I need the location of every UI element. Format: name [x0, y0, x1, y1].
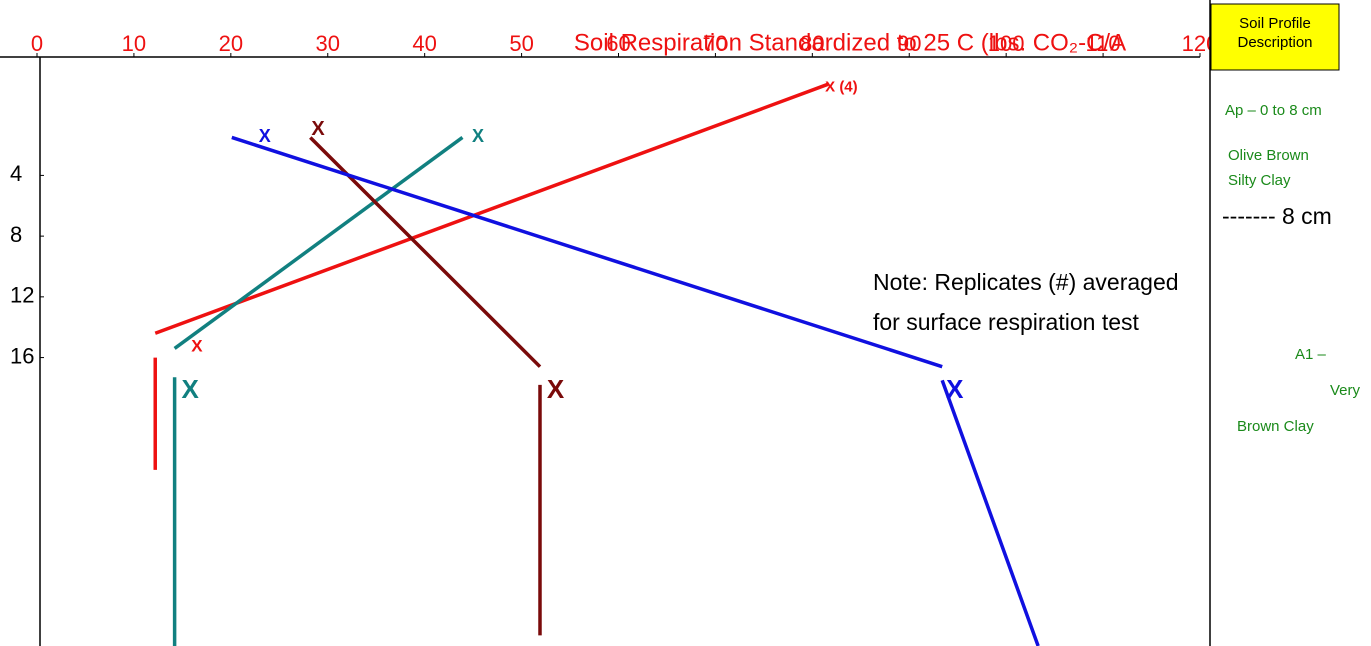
y-tick-label: 12: [10, 283, 34, 308]
profile-text: Silty Clay: [1228, 172, 1291, 189]
profile-text: Ap – 0 to 8 cm: [1225, 102, 1322, 119]
series-line: [173, 136, 464, 350]
x-tick-label: 90: [897, 31, 921, 56]
x-tick-label: 40: [412, 31, 436, 56]
profile-text: ------- 8 cm: [1222, 203, 1332, 229]
x-tick-label: 0: [31, 31, 43, 56]
x-tick-label: 30: [316, 31, 340, 56]
x-tick-label: 110: [1086, 31, 1121, 56]
y-tick-label: 4: [10, 161, 22, 186]
profile-heading-box: [1210, 3, 1340, 71]
profile-text: Very: [1330, 382, 1361, 399]
x-tick-label: 10: [122, 31, 146, 56]
series-line: [231, 135, 943, 369]
x-tick-label: 80: [800, 31, 824, 56]
chart-title: Soil Respiration Standardized to 25 C (l…: [574, 29, 1126, 56]
point-marker: X: [472, 126, 484, 146]
point-marker: X (4): [825, 78, 858, 95]
point-marker: X: [181, 374, 199, 404]
point-marker: X: [946, 374, 964, 404]
x-tick-label: 50: [509, 31, 533, 56]
y-tick-label: 8: [10, 222, 22, 247]
note: Note: Replicates (#) averaged: [873, 269, 1179, 295]
x-tick-label: 60: [606, 31, 630, 56]
x-tick-label: 70: [703, 31, 727, 56]
x-tick-label: 20: [219, 31, 243, 56]
profile-text: Brown Clay: [1237, 418, 1314, 435]
profile-heading: Soil Profile: [1239, 15, 1311, 32]
profile-heading: Soil Profile Description: [1237, 15, 1312, 51]
series-line: [940, 379, 1040, 646]
y-tick-label: 16: [10, 343, 34, 368]
note: for surface respiration test: [873, 309, 1140, 335]
point-marker: X: [311, 118, 325, 140]
x-tick-label: 100: [988, 31, 1025, 56]
series-line: [154, 82, 829, 335]
point-marker: X: [547, 374, 565, 404]
point-marker: X: [259, 126, 271, 146]
point-marker: X: [191, 336, 203, 355]
profile-heading: Description: [1237, 34, 1312, 51]
profile-text: A1 –: [1295, 346, 1327, 363]
series-line: [309, 136, 542, 368]
profile-text: Olive Brown: [1228, 147, 1309, 164]
